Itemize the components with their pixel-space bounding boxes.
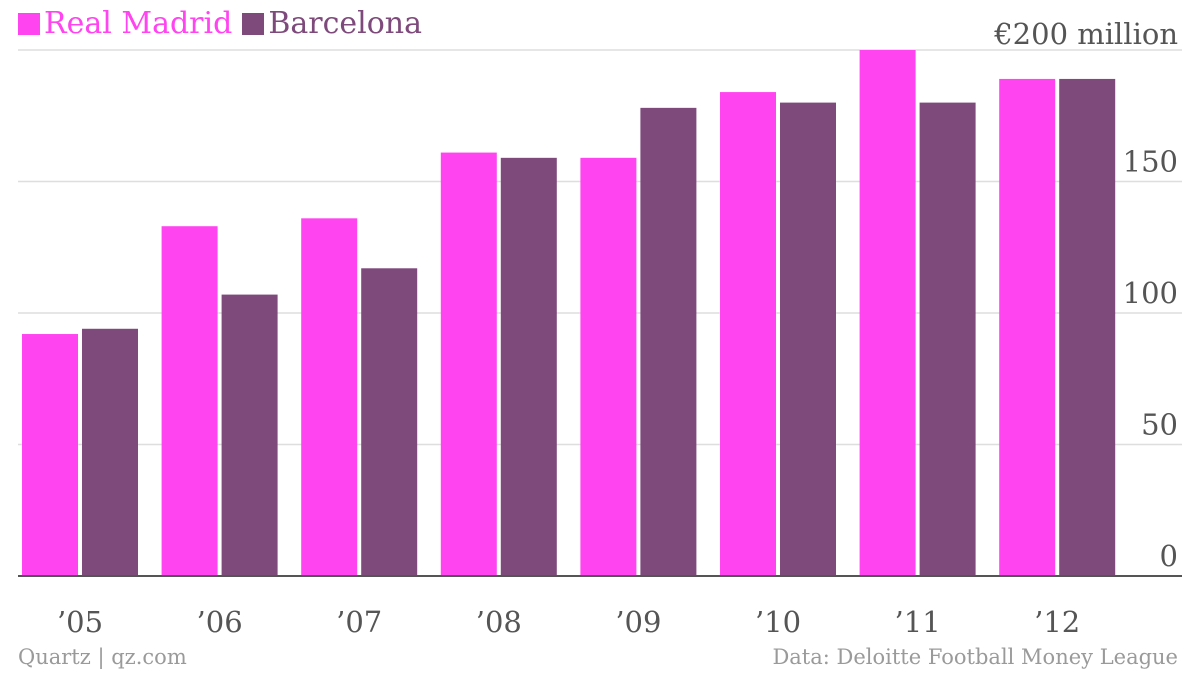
- bar-real-madrid: [720, 92, 776, 576]
- bar-real-madrid: [440, 152, 497, 576]
- bar-real-madrid: [22, 334, 78, 576]
- bar-real-madrid: [580, 157, 637, 576]
- source-text: Data: Deloitte Football Money League: [772, 645, 1178, 669]
- x-tick-label: ’05: [57, 605, 103, 639]
- legend-label-barcelona: Barcelona: [268, 6, 423, 41]
- bar-barcelona: [919, 102, 976, 576]
- chart-legend: Real Madrid Barcelona: [18, 6, 432, 41]
- x-tick-label: ’06: [197, 605, 243, 639]
- legend-swatch-barcelona: [242, 12, 265, 35]
- x-tick-label: ’07: [336, 605, 382, 639]
- bar-barcelona: [1059, 78, 1116, 577]
- bar-real-madrid: [859, 50, 916, 576]
- legend-item-barcelona: Barcelona: [242, 6, 422, 41]
- y-tick-label: 100: [1123, 276, 1178, 310]
- bar-real-madrid: [161, 226, 218, 576]
- y-tick-label: 150: [1123, 145, 1178, 179]
- bar-barcelona: [361, 268, 418, 576]
- bar-real-madrid: [999, 78, 1056, 577]
- x-tick-label: ’08: [476, 605, 522, 639]
- bar-barcelona: [82, 328, 138, 576]
- credit-text: Quartz | qz.com: [18, 645, 187, 669]
- x-tick-label: ’09: [615, 605, 661, 639]
- bar-real-madrid: [301, 218, 358, 576]
- y-tick-label: 50: [1141, 408, 1178, 442]
- y-tick-label: €200 million: [993, 17, 1178, 51]
- legend-label-real-madrid: Real Madrid: [44, 6, 233, 41]
- x-tick-label: ’10: [755, 605, 801, 639]
- legend-item-real-madrid: Real Madrid: [18, 6, 232, 41]
- y-tick-label: 0: [1160, 539, 1178, 573]
- bar-barcelona: [500, 157, 557, 576]
- bar-barcelona: [221, 294, 278, 576]
- legend-swatch-real-madrid: [18, 12, 40, 35]
- x-tick-label: ’12: [1034, 605, 1080, 639]
- x-tick-label: ’11: [895, 605, 941, 639]
- bar-barcelona: [640, 107, 697, 577]
- bar-barcelona: [780, 102, 836, 576]
